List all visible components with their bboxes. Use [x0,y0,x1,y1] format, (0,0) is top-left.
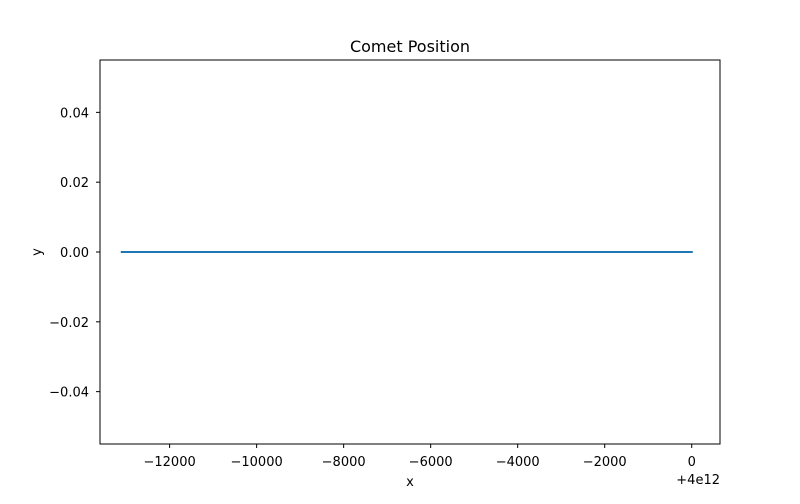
x-tick-label: −6000 [409,455,453,470]
x-tick-label: −12000 [143,455,195,470]
x-tick-label: −2000 [583,455,627,470]
plot-area [99,59,721,445]
y-tick-label: −0.04 [49,386,89,401]
y-tick-label: −0.02 [49,316,89,331]
x-tick-label: 0 [688,455,696,470]
y-tick-label: 0.00 [60,246,89,261]
y-axis: −0.04 −0.02 0.00 0.02 0.04 [49,106,100,401]
x-axis-label: x [406,475,414,490]
y-tick-label: 0.04 [60,106,89,121]
x-axis-offset-label: +4e12 [676,473,720,488]
x-tick-label: −8000 [322,455,366,470]
x-axis: −12000 −10000 −8000 −6000 −4000 −2000 0 [143,444,696,470]
x-tick-label: −10000 [231,455,283,470]
chart-title: Comet Position [350,37,470,56]
y-axis-label: y [30,248,45,256]
y-tick-label: 0.02 [60,176,89,191]
x-tick-label: −4000 [496,455,540,470]
